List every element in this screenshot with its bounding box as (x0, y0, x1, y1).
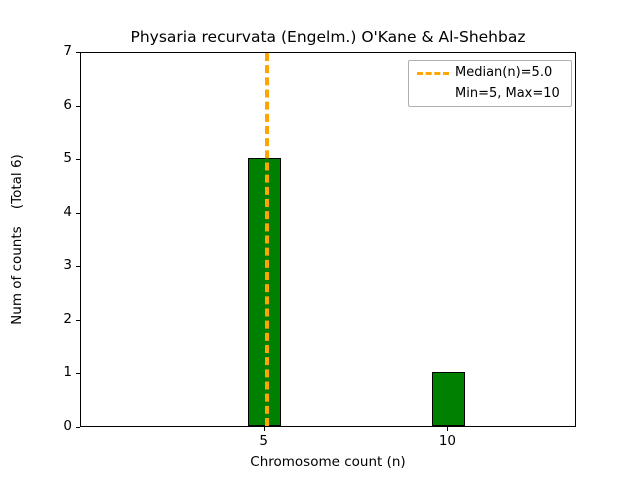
x-tick-mark (447, 427, 449, 431)
median-vertical-line (264, 53, 269, 426)
y-tick-label: 3 (63, 257, 72, 274)
y-tick-mark (76, 159, 80, 161)
y-tick-mark (76, 52, 80, 53)
chart-title: Physaria recurvata (Engelm.) O'Kane & Al… (130, 28, 526, 46)
y-tick-label: 0 (63, 418, 72, 434)
y-axis-label-wrapper: Num of counts (Total 6) (0, 0, 40, 480)
legend[interactable]: Median(n)=5.0 Min=5, Max=10 (408, 60, 572, 107)
legend-label-median: Median(n)=5.0 (455, 65, 553, 80)
x-axis-label: Chromosome count (n) (250, 454, 406, 470)
y-tick-label: 1 (63, 364, 72, 381)
y-tick-label: 6 (63, 96, 72, 113)
y-tick-label: 5 (63, 150, 72, 167)
y-tick-mark (76, 319, 80, 321)
y-tick-label: 2 (63, 310, 72, 327)
y-tick-mark (76, 373, 80, 375)
bar (248, 158, 282, 426)
y-tick-mark (76, 266, 80, 268)
y-axis-label-spacer (9, 209, 25, 226)
legend-label-minmax: Min=5, Max=10 (455, 86, 560, 101)
legend-dashed-line-icon (417, 72, 449, 75)
y-axis-label-total: (Total 6) (9, 154, 25, 210)
y-tick-label: 7 (63, 43, 72, 59)
bar (431, 372, 465, 426)
y-axis-label-main: Num of counts (9, 226, 25, 325)
x-tick-mark (263, 427, 265, 431)
plot-area (80, 52, 576, 427)
y-tick-label: 4 (63, 203, 72, 220)
x-tick-label: 5 (259, 433, 268, 449)
legend-entry-minmax: Min=5, Max=10 (409, 84, 573, 104)
legend-entry-median: Median(n)=5.0 (409, 63, 573, 83)
y-tick-mark (76, 212, 80, 214)
y-tick-mark (76, 105, 80, 107)
y-axis-label: Num of counts (Total 6) (9, 52, 25, 427)
x-tick-label: 10 (438, 433, 456, 449)
y-tick-mark (76, 427, 80, 428)
